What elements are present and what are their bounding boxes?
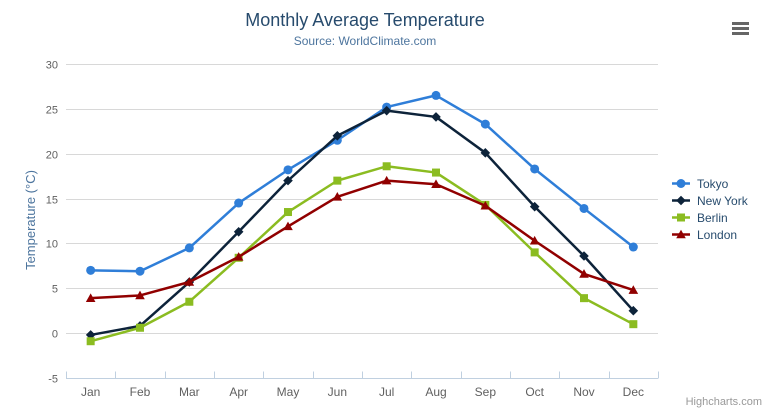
hamburger-bar [732,32,749,35]
series-new-york [85,105,639,340]
data-point-new-york[interactable] [480,148,491,158]
data-point-berlin[interactable] [86,337,95,346]
data-point-new-york[interactable] [381,105,392,116]
y-axis-label: 15 [46,195,58,207]
y-axis-title: Temperature (°C) [23,170,38,270]
x-axis-label: May [277,385,300,399]
data-point-new-york[interactable] [431,112,441,122]
hamburger-bar [732,27,749,30]
legend-label: London [697,227,738,242]
data-point-new-york[interactable] [85,330,96,340]
x-axis-label: Sep [475,385,497,399]
series-line-tokyo[interactable] [89,94,635,273]
legend-label: Tokyo [697,176,729,191]
x-axis-label: Jan [81,385,100,399]
data-point-london[interactable] [85,293,96,302]
legend-marker-new-york [672,195,690,206]
data-point-tokyo[interactable] [628,242,638,252]
series-london [85,175,639,302]
series-line-berlin[interactable] [89,165,635,343]
x-axis-label: Apr [229,385,248,399]
x-axis-label: Nov [573,385,594,399]
data-point-tokyo[interactable] [579,203,589,213]
data-point-tokyo[interactable] [86,265,96,275]
y-axis-label: 25 [46,105,58,117]
series-tokyo [86,90,638,276]
y-axis-label: 5 [52,284,58,296]
data-point-new-york[interactable] [579,251,589,261]
data-point-tokyo[interactable] [184,243,194,253]
chart-title: Monthly Average Temperature [245,10,485,30]
x-axis-label: Dec [623,385,644,399]
legend-item-new-york[interactable]: New York [672,192,748,209]
legend-marker-london [672,229,690,239]
y-axis-label: 20 [46,150,58,162]
data-point-tokyo[interactable] [234,198,244,208]
data-point-london[interactable] [431,179,441,189]
chart-subtitle: Source: WorldClimate.com [293,34,437,48]
legend: Tokyo New York Berlin London [672,175,748,243]
data-point-berlin[interactable] [530,248,539,257]
x-axis-label: Mar [179,385,200,399]
data-point-berlin[interactable] [284,208,292,217]
legend-label: New York [697,193,748,208]
data-point-berlin[interactable] [333,176,342,185]
data-point-london[interactable] [480,200,491,210]
y-axis-label: -5 [48,374,58,386]
data-point-london[interactable] [529,235,540,245]
legend-item-london[interactable]: London [672,226,748,243]
data-point-london[interactable] [381,175,392,185]
data-point-new-york[interactable] [529,201,540,212]
legend-label: Berlin [697,210,728,225]
data-point-tokyo[interactable] [530,164,540,174]
x-axis-label: Aug [425,385,446,399]
data-point-london[interactable] [233,252,244,261]
data-point-tokyo[interactable] [480,119,490,129]
x-axis-label: Feb [130,385,151,399]
data-point-tokyo[interactable] [283,165,293,175]
data-point-berlin[interactable] [580,294,588,303]
x-axis-label: Jun [328,385,347,399]
legend-item-berlin[interactable]: Berlin [672,209,748,226]
hamburger-bar [732,22,749,25]
x-axis-label: Oct [525,385,544,399]
data-point-tokyo[interactable] [431,90,441,100]
legend-symbol-tokyo[interactable] [676,179,686,188]
hamburger-icon[interactable] [729,19,753,39]
legend-symbol-berlin[interactable] [677,213,685,222]
data-point-london[interactable] [135,290,145,300]
data-point-london[interactable] [579,269,589,278]
x-axis-label: Jul [379,385,394,399]
data-point-new-york[interactable] [233,226,244,237]
legend-item-tokyo[interactable]: Tokyo [672,175,748,192]
highcharts-credit-link[interactable]: Highcharts.com [685,396,762,408]
data-point-new-york[interactable] [332,130,343,141]
data-point-berlin[interactable] [136,323,144,332]
data-point-new-york[interactable] [283,175,293,186]
data-point-london[interactable] [628,285,639,294]
series-line-new-york[interactable] [89,109,635,337]
data-point-london[interactable] [184,277,195,286]
legend-symbol-london[interactable] [676,229,686,239]
y-axis-label: 0 [52,329,58,341]
data-point-berlin[interactable] [629,320,638,329]
data-point-london[interactable] [332,191,343,201]
legend-marker-berlin [672,213,690,222]
y-axis-label: 30 [46,60,58,72]
data-point-berlin[interactable] [432,168,440,177]
legend-marker-tokyo [672,179,690,188]
series-line-london[interactable] [89,179,635,300]
data-point-london[interactable] [283,221,293,231]
data-point-berlin[interactable] [382,162,391,171]
legend-symbol-new-york[interactable] [676,195,686,206]
y-axis-label: 10 [46,239,58,251]
data-point-tokyo[interactable] [135,266,145,276]
data-point-new-york[interactable] [628,305,639,316]
data-point-berlin[interactable] [185,297,194,306]
